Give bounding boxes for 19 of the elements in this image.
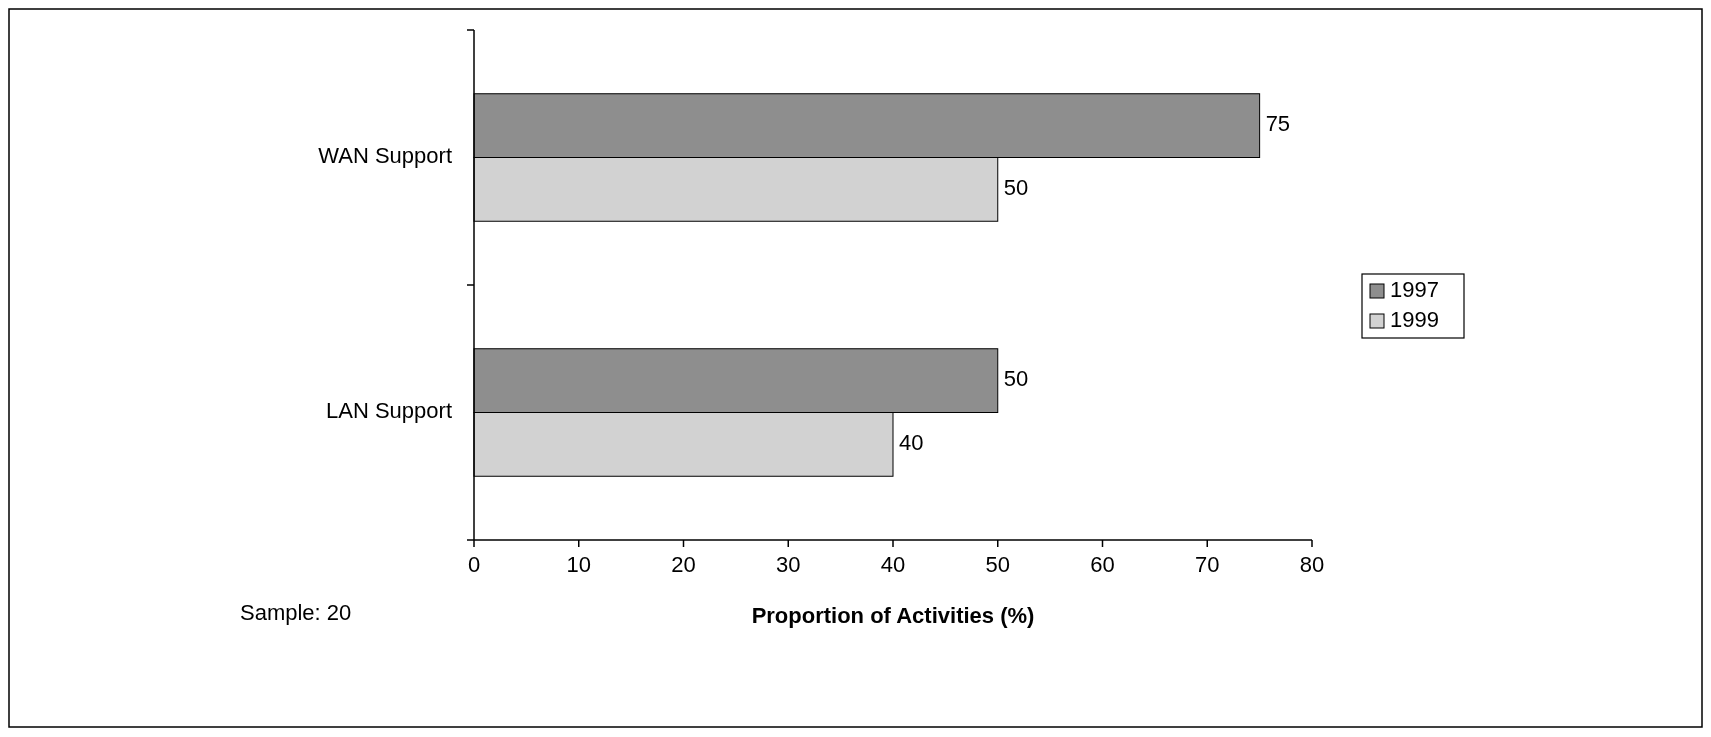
- data-label: 50: [1003, 366, 1029, 392]
- x-tick-label: 30: [776, 552, 801, 577]
- data-label: 75: [1265, 111, 1291, 137]
- y-tick-label: WAN Support: [318, 143, 452, 169]
- x-tick-label: 60: [1090, 552, 1115, 577]
- x-tick-label: 80: [1299, 552, 1325, 577]
- x-tick-label: 0: [467, 552, 481, 577]
- x-tick-label: 20: [671, 552, 696, 577]
- data-label: 40: [899, 430, 924, 456]
- data-label: 50: [1003, 175, 1029, 201]
- legend-label: 1997: [1390, 276, 1439, 302]
- x-tick-label: 50: [985, 552, 1010, 577]
- y-tick-label: LAN Support: [326, 398, 452, 424]
- x-tick-label: 70: [1195, 552, 1220, 577]
- legend-label: 1999: [1390, 306, 1439, 332]
- text: Sample: 20: [240, 600, 352, 625]
- x-tick-label: 10: [566, 552, 591, 577]
- x-tick-label: 40: [880, 552, 906, 577]
- x-axis-title: Proportion of Activities (%): [751, 603, 1035, 628]
